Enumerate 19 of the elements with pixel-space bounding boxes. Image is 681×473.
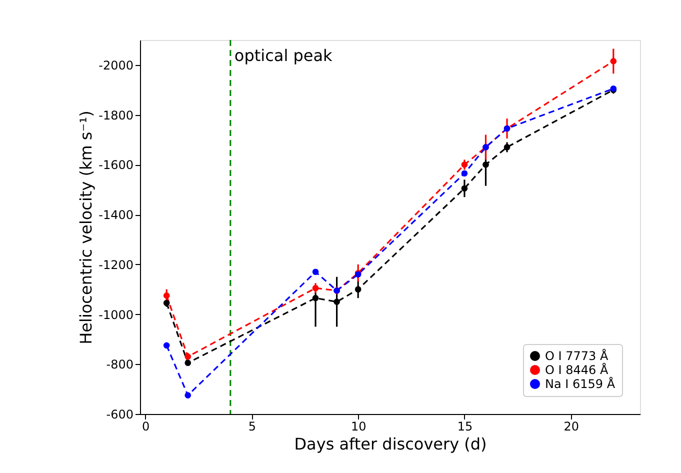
x-axis-title: Days after discovery (d)	[294, 434, 487, 454]
legend-label: O I 8446 Å	[545, 362, 609, 377]
x-tick-label: 20	[564, 420, 579, 434]
ref-line-label: optical peak	[234, 46, 334, 65]
x-tick-label: 5	[248, 420, 256, 434]
y-tick-label: -1600	[98, 158, 134, 172]
legend-label: O I 7773 Å	[545, 348, 609, 363]
y-tick-label: -1200	[98, 258, 134, 272]
y-tick-label: -1400	[98, 208, 134, 222]
legend-label: Na I 6159 Å	[545, 376, 616, 391]
y-tick-label: -800	[106, 358, 134, 372]
x-tick-label: 15	[457, 420, 473, 434]
y-tick-label: -600	[106, 408, 134, 422]
x-tick-label: 10	[350, 420, 366, 434]
y-tick-label: -2000	[98, 58, 134, 72]
x-tick-label: 0	[142, 420, 150, 434]
y-axis-title: Heliocentric velocity (km s⁻¹)	[76, 110, 96, 344]
y-tick-label: -1800	[98, 108, 134, 122]
y-tick-label: -1000	[98, 308, 134, 322]
